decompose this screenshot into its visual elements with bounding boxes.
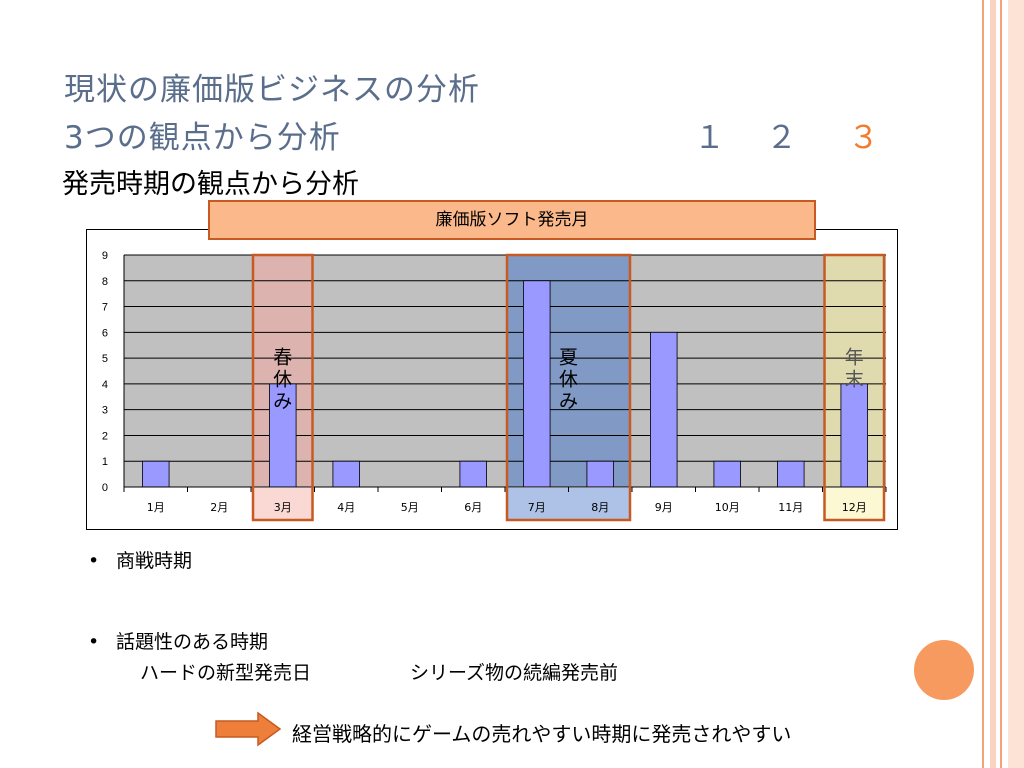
bar (459, 460, 487, 488)
highlight-label-band (507, 488, 630, 519)
y-tick-label: 1 (102, 456, 108, 468)
highlight-label: み (273, 390, 292, 412)
bar (269, 383, 297, 488)
bar (586, 460, 614, 488)
y-tick-label: 3 (102, 405, 108, 417)
bullet-text: 話題性のある時期 (116, 631, 269, 653)
highlight-label: み (559, 390, 578, 412)
bullet-item: • 商戦時期 (88, 546, 192, 573)
x-tick-label: 10月 (715, 501, 740, 514)
x-tick-label: 7月 (528, 501, 546, 514)
highlight-label: 休 (273, 368, 292, 390)
slide-subtitle: 発売時期の観点から分析 (62, 169, 359, 200)
bar (777, 460, 805, 488)
sub-point: シリーズ物の続編発売前 (410, 662, 619, 684)
y-tick-label: 7 (102, 302, 108, 314)
highlight-border (505, 253, 632, 522)
y-tick-label: 5 (102, 353, 108, 365)
x-tick-label: 11月 (778, 501, 803, 514)
decorative-rail (990, 0, 996, 768)
highlight-label: 年 (845, 346, 864, 368)
y-tick-label: 9 (102, 250, 108, 262)
highlight-label: 夏 (559, 346, 578, 368)
x-tick-label: 5月 (401, 501, 419, 514)
slide-title-line2: 3つの観点から分析 (64, 120, 341, 156)
y-tick-label: 2 (102, 430, 108, 442)
x-tick-label: 1月 (147, 501, 165, 514)
bar (713, 460, 741, 488)
bar (332, 460, 360, 488)
bar (523, 280, 551, 488)
highlight-label: 末 (845, 368, 864, 390)
x-tick-label: 9月 (655, 501, 673, 514)
page-number-2: ２ (766, 120, 797, 156)
chart-banner: 廉価版ソフト発売月 (208, 200, 816, 240)
y-tick-label: 4 (102, 379, 108, 391)
highlight-label: 春 (273, 346, 292, 368)
x-tick-label: 2月 (210, 501, 228, 514)
bullet-item: • 話題性のある時期 (88, 627, 268, 654)
x-tick-label: 6月 (464, 501, 482, 514)
bar (650, 331, 678, 488)
bullet-dot: • (88, 550, 100, 572)
y-tick-label: 8 (102, 276, 108, 288)
conclusion-text: 経営戦略的にゲームの売れやすい時期に発売されやすい (292, 722, 792, 746)
bar (840, 383, 868, 488)
highlight-label-band (253, 488, 313, 519)
bullet-dot: • (88, 631, 100, 653)
plot-area (124, 255, 886, 487)
x-tick-label: 3月 (274, 501, 292, 514)
x-tick-label: 8月 (591, 501, 609, 514)
highlight-label: 休 (559, 368, 578, 390)
y-tick-label: 6 (102, 327, 108, 339)
decorative-rail (1008, 0, 1024, 768)
page-number-3-current: ３ (848, 120, 879, 156)
y-tick-label: 0 (102, 482, 108, 494)
arrow-right-icon (215, 711, 282, 747)
highlight-border (823, 253, 886, 522)
decorative-rail (982, 0, 984, 768)
sub-point: ハードの新型発売日 (140, 662, 312, 684)
highlight-label-band (824, 488, 884, 519)
bar (142, 460, 170, 488)
decorative-rail (1000, 0, 1002, 768)
x-tick-label: 12月 (842, 501, 867, 514)
highlight-border (251, 253, 314, 522)
page-number-1: １ (694, 120, 725, 156)
x-tick-label: 4月 (337, 501, 355, 514)
slide-title: 現状の廉価版ビジネスの分析 (64, 72, 480, 108)
bullet-text: 商戦時期 (116, 550, 193, 572)
decorative-circle (914, 640, 974, 700)
